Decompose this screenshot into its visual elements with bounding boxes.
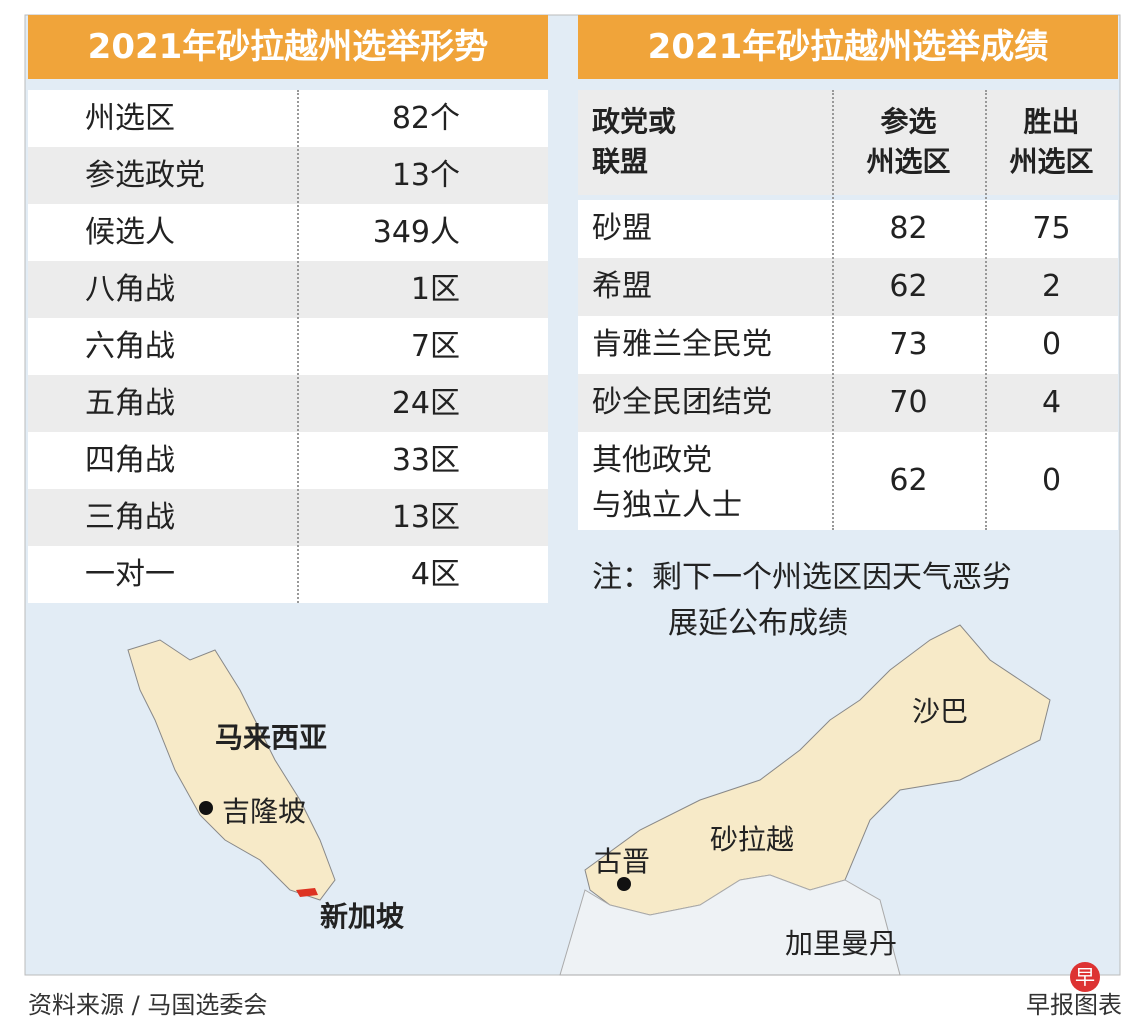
kalimantan — [559, 874, 901, 976]
row-bg — [28, 261, 548, 318]
party-name: 砂盟 — [592, 211, 652, 246]
row-value: 33区 — [391, 443, 460, 478]
row-bg — [28, 489, 548, 546]
row-value: 349人 — [372, 215, 460, 250]
header-bg — [578, 90, 1118, 195]
row-label: 四角战 — [85, 443, 175, 478]
row-label: 三角战 — [85, 500, 175, 535]
header-cell: 政党或 — [592, 105, 677, 138]
peninsula — [127, 639, 336, 901]
row-bg — [28, 147, 548, 204]
logo: 早 — [1070, 962, 1100, 992]
row-value: 1区 — [410, 272, 460, 307]
note: 展延公布成绩 — [668, 606, 848, 641]
row-label: 一对一 — [85, 557, 175, 592]
row-bg — [578, 374, 1118, 432]
seat-count: 0 — [1041, 327, 1062, 362]
seat-count: 73 — [889, 327, 928, 362]
row-bg — [578, 200, 1118, 258]
row-value: 13区 — [391, 500, 460, 535]
seat-count: 2 — [1041, 269, 1062, 304]
map-label: 马来西亚 — [215, 721, 328, 754]
party-name: 希盟 — [592, 269, 652, 304]
credit: 早报图表 — [1026, 991, 1122, 1019]
map-label: 加里曼丹 — [785, 927, 898, 960]
row-bg — [28, 204, 548, 261]
seat-count: 62 — [889, 463, 928, 498]
party-name: 肯雅兰全民党 — [592, 327, 772, 362]
seat-count: 0 — [1041, 463, 1062, 498]
singapore-mark — [296, 888, 318, 897]
left-title: 2021年砂拉越州选举形势 — [28, 15, 548, 79]
row-bg — [578, 258, 1118, 316]
seat-count: 70 — [889, 385, 928, 420]
row-bg — [28, 546, 548, 603]
map-label: 沙巴 — [912, 695, 969, 728]
source: 资料来源 / 马国选委会 — [28, 991, 268, 1019]
party-name: 其他政党 — [592, 443, 712, 478]
row-bg — [28, 318, 548, 375]
row-label: 六角战 — [85, 329, 175, 364]
row-label: 八角战 — [85, 272, 175, 307]
map-label: 吉隆坡 — [222, 795, 307, 828]
header-cell: 胜出 — [1023, 105, 1080, 138]
header-cell: 参选 — [880, 105, 937, 138]
party-name: 砂全民团结党 — [592, 385, 772, 420]
seat-count: 4 — [1041, 385, 1062, 420]
header-cell: 州选区 — [866, 145, 951, 178]
row-bg — [578, 432, 1118, 530]
row-value: 4区 — [410, 557, 460, 592]
city-dot — [199, 801, 213, 815]
header-cell: 州选区 — [1009, 145, 1094, 178]
row-bg — [28, 432, 548, 489]
map-label: 新加坡 — [320, 900, 405, 933]
row-label: 州选区 — [85, 101, 175, 136]
header-cell: 联盟 — [592, 145, 649, 178]
row-value: 24区 — [391, 386, 460, 421]
seat-count: 62 — [889, 269, 928, 304]
row-label: 五角战 — [85, 386, 175, 421]
row-label: 参选政党 — [85, 158, 205, 193]
seat-count: 82 — [889, 211, 928, 246]
map-label: 砂拉越 — [710, 823, 795, 856]
row-label: 候选人 — [85, 215, 175, 250]
row-bg — [28, 375, 548, 432]
party-name: 与独立人士 — [592, 488, 742, 523]
divider — [832, 90, 834, 530]
divider — [985, 90, 987, 530]
seat-count: 75 — [1032, 211, 1071, 246]
row-value: 82个 — [391, 101, 460, 136]
city-dot — [617, 877, 631, 891]
row-bg — [578, 316, 1118, 374]
row-bg — [28, 90, 548, 147]
note: 注：剩下一个州选区因天气恶劣 — [592, 560, 1012, 595]
divider — [297, 90, 299, 603]
row-value: 13个 — [391, 158, 460, 193]
map-label: 古晋 — [594, 845, 651, 878]
row-value: 7区 — [410, 329, 460, 364]
right-title: 2021年砂拉越州选举成绩 — [578, 15, 1118, 79]
